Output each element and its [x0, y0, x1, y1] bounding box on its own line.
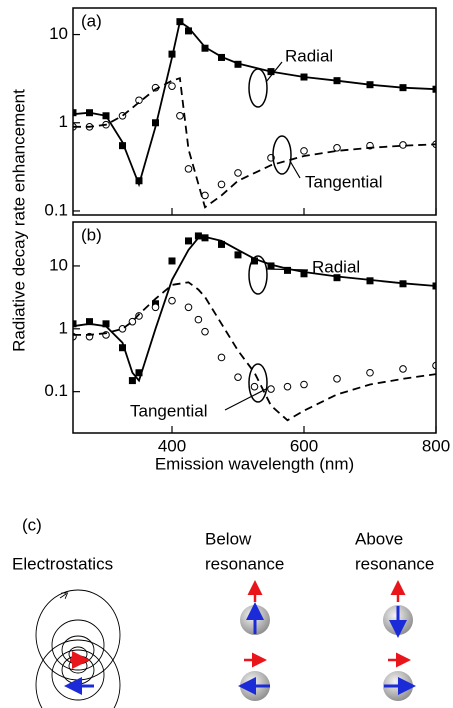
y-tick-label: 10	[49, 24, 68, 43]
marker	[217, 353, 226, 362]
caption: resonance	[205, 554, 284, 573]
marker	[333, 144, 341, 152]
marker	[135, 177, 143, 185]
marker	[128, 377, 136, 385]
y-tick-label: 10	[49, 255, 68, 274]
series-line	[73, 281, 436, 422]
marker	[267, 262, 275, 270]
marker	[432, 361, 436, 370]
marker	[135, 369, 143, 377]
panel-label: (b)	[81, 225, 102, 244]
marker	[234, 251, 242, 259]
y-tick-label: 1	[59, 318, 68, 337]
caption: Above	[355, 529, 403, 548]
x-tick-label: 800	[422, 436, 450, 455]
plot	[73, 18, 436, 209]
marker	[267, 385, 275, 393]
marker	[185, 237, 192, 245]
annotation-leader	[289, 160, 301, 179]
marker	[300, 147, 308, 155]
caption: Electrostatics	[12, 554, 113, 573]
marker	[168, 82, 176, 90]
marker	[366, 277, 374, 285]
y-tick-label: 1	[59, 112, 68, 131]
caption: Below	[205, 529, 252, 548]
annotation: Tangential	[130, 401, 208, 420]
marker	[135, 312, 143, 320]
caption: resonance	[355, 554, 434, 573]
marker	[283, 382, 292, 391]
annotation: Radial	[312, 257, 360, 276]
annotation-leader	[265, 268, 309, 271]
panel-label: (a)	[81, 11, 102, 30]
marker	[194, 315, 203, 324]
marker	[218, 240, 225, 248]
series-line	[73, 235, 436, 383]
series-line	[73, 20, 436, 188]
marker	[201, 234, 209, 242]
x-tick-label: 400	[158, 436, 186, 455]
marker	[119, 142, 126, 150]
marker	[128, 317, 137, 326]
y-tick-label: 0.1	[44, 381, 68, 400]
dipole-above	[383, 580, 416, 701]
marker	[135, 96, 143, 105]
plot	[73, 232, 436, 422]
marker	[251, 257, 258, 265]
marker	[168, 257, 176, 265]
marker	[194, 232, 202, 240]
marker	[184, 165, 193, 173]
marker	[333, 274, 341, 282]
marker	[73, 320, 77, 328]
dipole-below	[238, 580, 270, 701]
marker	[284, 266, 291, 274]
annotation-ellipse	[248, 68, 268, 108]
marker	[151, 303, 160, 312]
marker	[217, 180, 226, 189]
marker	[399, 365, 407, 373]
x-axis-label: Emission wavelength (nm)	[155, 454, 354, 473]
plot-frame	[72, 221, 437, 434]
marker	[366, 368, 374, 377]
marker	[119, 344, 126, 352]
marker	[201, 327, 209, 336]
marker	[250, 382, 259, 391]
marker	[184, 303, 193, 312]
field-lines	[35, 589, 121, 708]
marker	[300, 380, 308, 389]
marker	[300, 270, 308, 278]
annotation-leader	[265, 61, 283, 83]
annotation-ellipse	[248, 255, 268, 295]
panel-label: (c)	[22, 515, 42, 534]
marker	[234, 373, 242, 381]
marker	[168, 296, 176, 305]
x-tick-label: 600	[290, 436, 318, 455]
y-tick-label: 0.1	[44, 200, 68, 219]
annotation-ellipse	[272, 135, 292, 175]
marker	[102, 320, 110, 328]
y-axis-label: Radiative decay rate enhancement	[9, 89, 28, 352]
marker	[201, 191, 209, 200]
marker	[201, 44, 209, 52]
series-line	[73, 77, 436, 209]
plot-frame	[72, 7, 437, 216]
marker	[333, 375, 341, 383]
marker	[176, 111, 184, 120]
annotation: Radial	[285, 46, 333, 65]
marker	[86, 318, 93, 326]
marker	[152, 119, 159, 127]
annotation-leader	[224, 388, 267, 411]
marker	[234, 169, 242, 177]
marker	[73, 109, 77, 117]
annotation-ellipse	[248, 363, 268, 403]
annotation: Tangential	[305, 172, 383, 191]
marker	[185, 27, 192, 35]
